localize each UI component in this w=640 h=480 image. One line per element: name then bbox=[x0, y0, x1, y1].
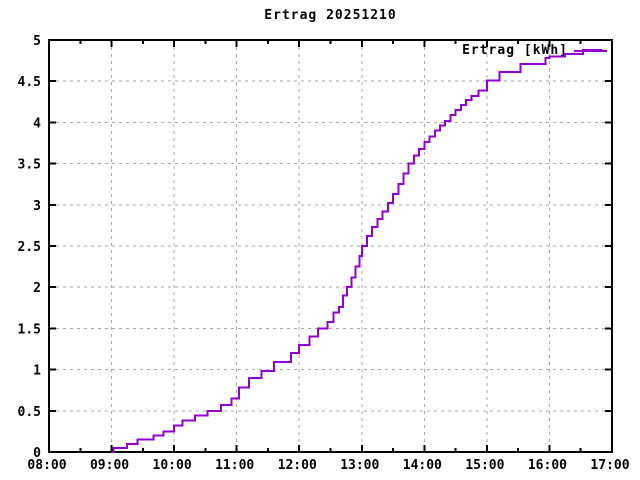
y-tick-label: 1 bbox=[33, 364, 41, 379]
y-tick-label: 1.5 bbox=[18, 322, 41, 337]
y-tick-label: 5 bbox=[33, 34, 41, 49]
y-tick-label: 4.5 bbox=[18, 75, 41, 90]
x-tick-label: 09:00 bbox=[90, 458, 129, 473]
y-tick-label: 0.5 bbox=[18, 405, 41, 420]
x-tick-label: 11:00 bbox=[215, 458, 254, 473]
y-tick-label: 3 bbox=[33, 199, 41, 214]
y-tick-label: 4 bbox=[33, 116, 41, 131]
y-tick-label: 2 bbox=[33, 281, 41, 296]
y-tick-label: 0 bbox=[33, 446, 41, 461]
chart-title: Ertrag 20251210 bbox=[264, 8, 397, 23]
y-tick-label: 2.5 bbox=[18, 240, 41, 255]
x-tick-label: 08:00 bbox=[27, 458, 66, 473]
x-tick-label: 14:00 bbox=[403, 458, 442, 473]
x-tick-label: 12:00 bbox=[278, 458, 317, 473]
x-tick-label: 15:00 bbox=[465, 458, 504, 473]
x-tick-label: 16:00 bbox=[528, 458, 567, 473]
y-tick-label: 3.5 bbox=[18, 158, 41, 173]
x-tick-label: 17:00 bbox=[590, 458, 629, 473]
data-series-line bbox=[111, 48, 603, 453]
x-tick-label: 13:00 bbox=[340, 458, 379, 473]
legend-label: Ertrag [kWh] bbox=[462, 43, 568, 58]
x-tick-label: 10:00 bbox=[153, 458, 192, 473]
